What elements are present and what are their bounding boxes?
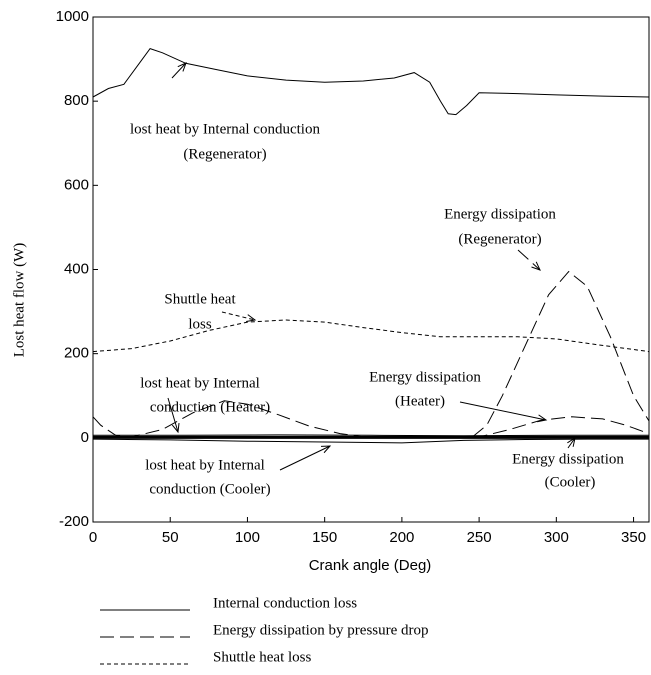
annotation-arrow bbox=[221, 311, 256, 321]
arrow-head bbox=[537, 414, 548, 423]
annotation: (Heater) bbox=[395, 393, 445, 409]
x-tick-label: 350 bbox=[621, 529, 646, 546]
series-line bbox=[92, 438, 649, 444]
annotation-arrow bbox=[171, 62, 187, 79]
annotation-arrow bbox=[279, 445, 331, 471]
series-line bbox=[93, 434, 649, 437]
annotation: (Regenerator) bbox=[183, 146, 266, 162]
annotation-arrow bbox=[459, 401, 547, 421]
y-tick-label: 200 bbox=[64, 345, 89, 362]
annotation: (Regenerator) bbox=[458, 231, 541, 247]
series-line bbox=[92, 48, 650, 116]
annotation: (Cooler) bbox=[545, 474, 596, 490]
series-line bbox=[92, 319, 650, 353]
x-tick-label: 50 bbox=[162, 529, 179, 546]
plot-frame bbox=[92, 16, 650, 523]
x-tick-label: 250 bbox=[467, 529, 492, 546]
x-tick-label: 100 bbox=[235, 529, 260, 546]
arrow-head bbox=[177, 62, 187, 72]
y-tick-label: 800 bbox=[64, 92, 89, 109]
annotation: loss bbox=[188, 316, 212, 332]
annotation: lost heat by Internal bbox=[140, 375, 260, 391]
annotation: Energy dissipation bbox=[512, 451, 624, 467]
annotation: Energy dissipation bbox=[369, 369, 481, 385]
annotation: conduction (Cooler) bbox=[149, 481, 270, 497]
x-tick-label: 0 bbox=[89, 529, 97, 546]
annotation: Energy dissipation bbox=[444, 206, 556, 222]
x-tick-label: 200 bbox=[389, 529, 414, 546]
y-tick-label: 400 bbox=[64, 260, 89, 277]
y-axis-label: Lost heat flow (W) bbox=[11, 243, 27, 358]
x-tick-label: 300 bbox=[544, 529, 569, 546]
arrow-head bbox=[320, 445, 332, 454]
arrow-head bbox=[567, 436, 576, 447]
annotation: lost heat by Internal conduction bbox=[130, 121, 320, 137]
arrow-head bbox=[531, 261, 541, 271]
x-axis-label: Crank angle (Deg) bbox=[309, 557, 432, 574]
annotation: conduction (Heater) bbox=[150, 399, 270, 415]
y-tick-label: 600 bbox=[64, 176, 89, 193]
annotation-arrow bbox=[167, 397, 179, 433]
annotation-arrow bbox=[517, 249, 541, 271]
y-tick-label: -200 bbox=[59, 513, 89, 530]
y-tick-label: 1000 bbox=[56, 8, 89, 25]
annotation: Shuttle heat bbox=[164, 291, 236, 307]
legend-label: Energy dissipation by pressure drop bbox=[213, 622, 429, 638]
arrow-head bbox=[171, 423, 180, 434]
legend-label: Internal conduction loss bbox=[213, 595, 357, 611]
y-tick-label: 0 bbox=[81, 429, 89, 446]
x-tick-label: 150 bbox=[312, 529, 337, 546]
arrow-head bbox=[246, 314, 257, 322]
annotation: lost heat by Internal bbox=[145, 457, 265, 473]
annotation-arrow bbox=[567, 437, 576, 449]
legend-label: Shuttle heat loss bbox=[213, 649, 311, 665]
